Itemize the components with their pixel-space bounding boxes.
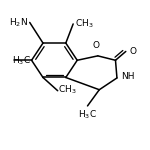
Text: NH: NH [121,72,135,81]
Text: H$_2$N: H$_2$N [9,16,28,29]
Text: CH$_3$: CH$_3$ [75,18,93,30]
Text: H$_3$C: H$_3$C [12,54,31,67]
Text: O: O [93,41,100,50]
Text: O: O [129,47,136,56]
Text: CH$_3$: CH$_3$ [58,84,76,96]
Text: H$_3$C: H$_3$C [78,109,97,121]
